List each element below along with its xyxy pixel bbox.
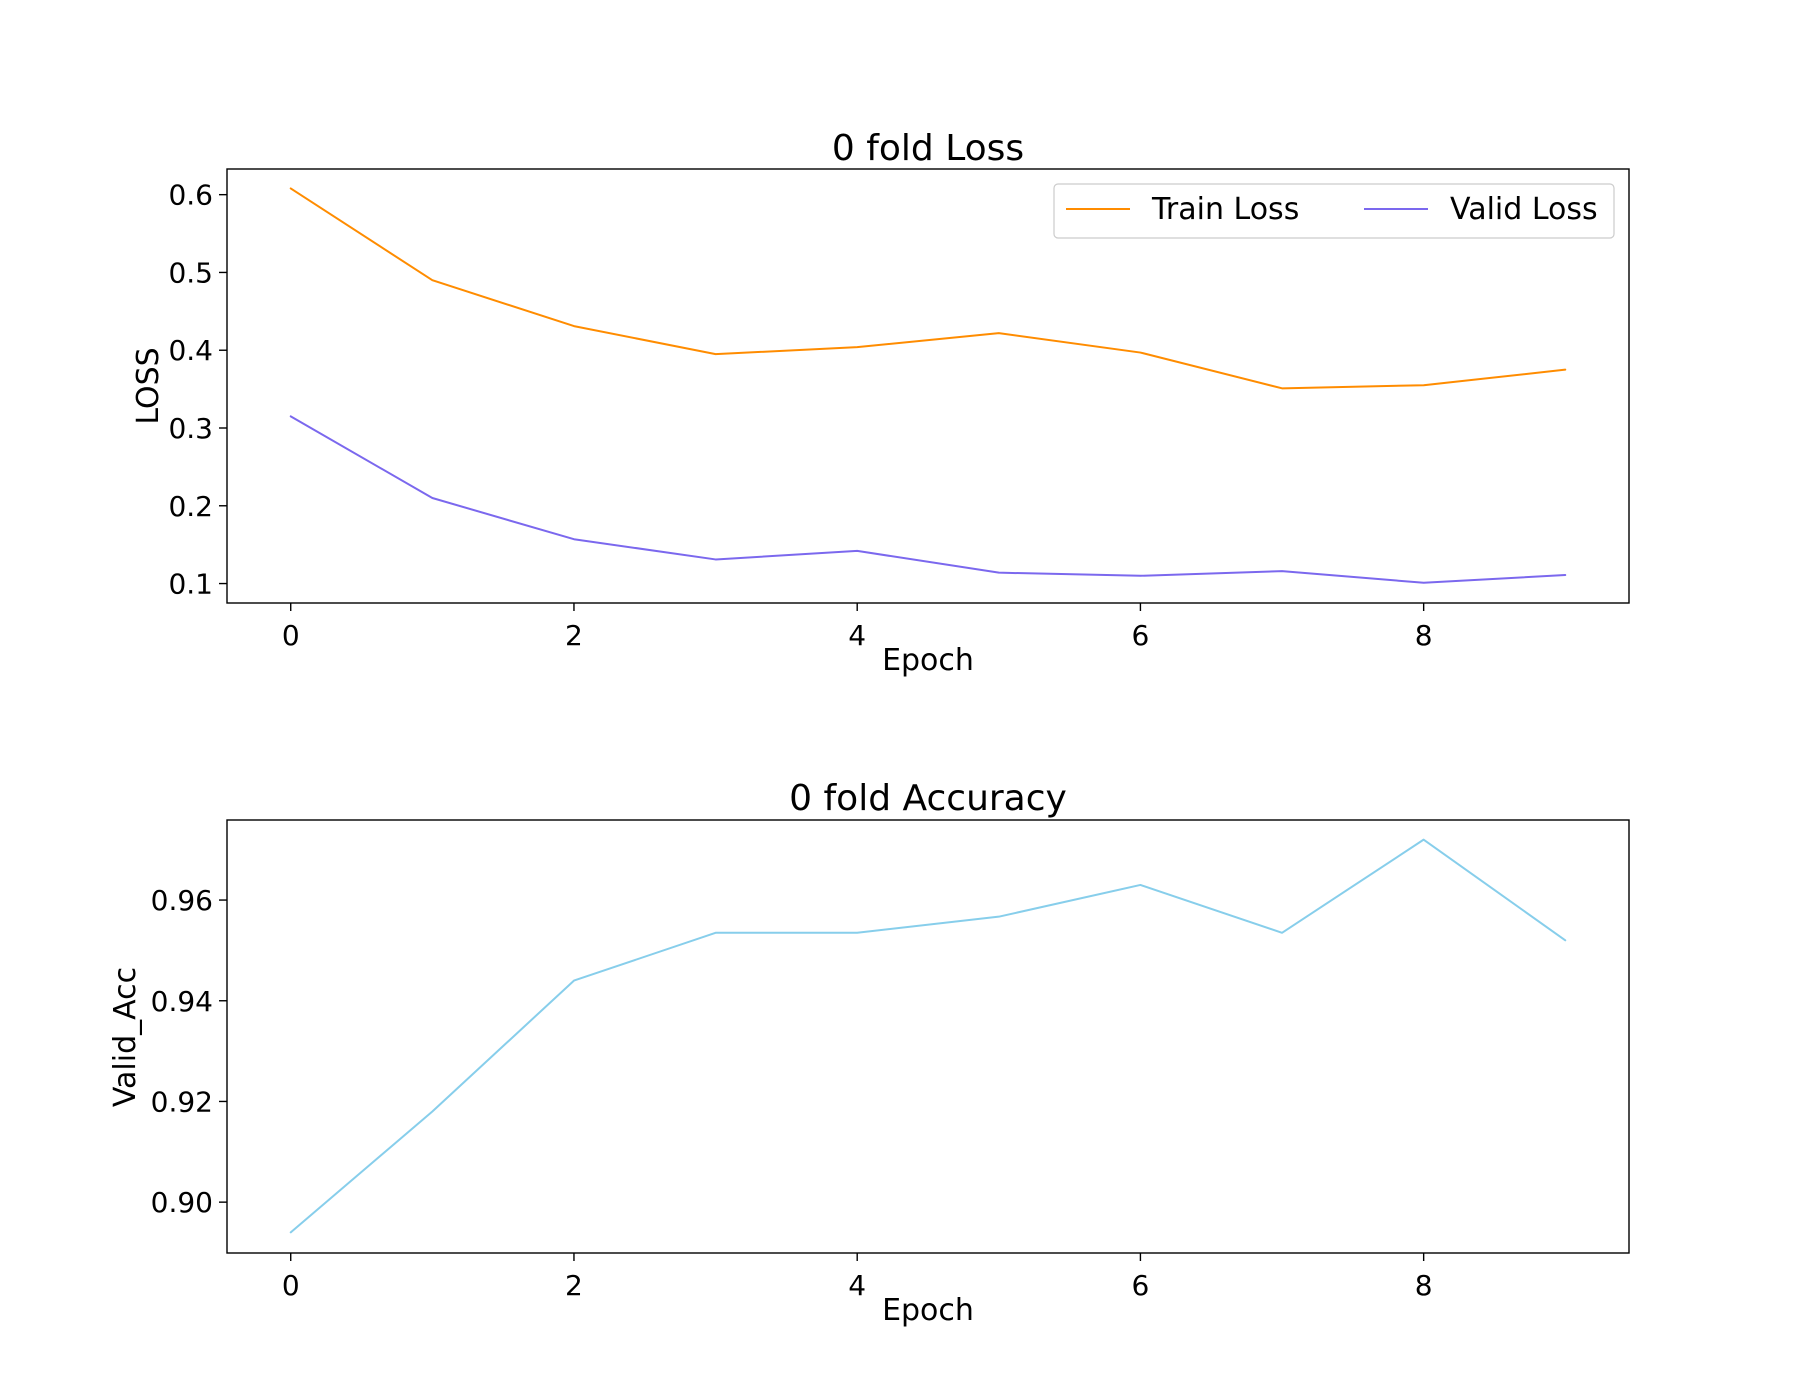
loss-chart-title: 0 fold Loss bbox=[832, 128, 1024, 169]
loss-y-ticks: 0.1 0.2 0.3 0.4 0.5 0.6 bbox=[168, 179, 227, 601]
loss-x-axis-label: Epoch bbox=[882, 643, 974, 678]
loss-y-axis-label: LOSS bbox=[131, 347, 166, 424]
loss-y-tick-label: 0.2 bbox=[168, 490, 213, 523]
loss-y-tick-label: 0.6 bbox=[168, 179, 213, 212]
legend-label-train-loss: Train Loss bbox=[1151, 192, 1299, 227]
loss-y-tick-label: 0.4 bbox=[168, 334, 213, 367]
loss-x-tick-label: 0 bbox=[282, 619, 300, 652]
loss-y-tick-label: 0.3 bbox=[168, 412, 213, 445]
loss-series-group bbox=[289, 187, 1567, 584]
accuracy-subplot: 0 fold Accuracy 0 2 4 6 8 0.90 0.92 0.94 0.96 E… bbox=[108, 778, 1630, 1328]
loss-x-tick-label: 2 bbox=[565, 619, 583, 652]
valid-acc-line bbox=[289, 838, 1567, 1234]
accuracy-x-tick-label: 8 bbox=[1415, 1269, 1433, 1302]
loss-x-tick-label: 8 bbox=[1415, 619, 1433, 652]
loss-y-tick-label: 0.1 bbox=[168, 568, 213, 601]
loss-x-ticks: 0 2 4 6 8 bbox=[282, 603, 1433, 652]
accuracy-x-tick-label: 2 bbox=[565, 1269, 583, 1302]
accuracy-series-group bbox=[289, 838, 1567, 1234]
accuracy-x-tick-label: 4 bbox=[848, 1269, 866, 1302]
accuracy-y-tick-label: 0.90 bbox=[151, 1186, 213, 1219]
accuracy-y-tick-label: 0.92 bbox=[151, 1085, 213, 1118]
accuracy-x-axis-label: Epoch bbox=[882, 1293, 974, 1328]
legend-label-valid-loss: Valid Loss bbox=[1450, 192, 1598, 227]
loss-subplot: 0 fold Loss 0 2 4 6 8 0.1 0.2 0.3 0.4 0.5 0.6 Epo… bbox=[131, 128, 1630, 678]
loss-legend: Train Loss Valid Loss bbox=[1053, 183, 1615, 239]
accuracy-x-ticks: 0 2 4 6 8 bbox=[282, 1253, 1433, 1302]
accuracy-x-tick-label: 0 bbox=[282, 1269, 300, 1302]
accuracy-chart-title: 0 fold Accuracy bbox=[789, 778, 1067, 819]
accuracy-plot-frame bbox=[226, 819, 1630, 1254]
train-loss-line bbox=[289, 187, 1567, 390]
accuracy-x-tick-label: 6 bbox=[1132, 1269, 1150, 1302]
valid-loss-line bbox=[289, 415, 1567, 584]
accuracy-y-tick-label: 0.96 bbox=[151, 884, 213, 917]
loss-x-tick-label: 4 bbox=[848, 619, 866, 652]
accuracy-y-axis-label: Valid_Acc bbox=[108, 967, 143, 1107]
legend-frame bbox=[1053, 183, 1615, 239]
loss-plot-frame bbox=[226, 168, 1630, 604]
accuracy-y-ticks: 0.90 0.92 0.94 0.96 bbox=[151, 884, 227, 1219]
loss-y-tick-label: 0.5 bbox=[168, 256, 213, 289]
accuracy-y-tick-label: 0.94 bbox=[151, 985, 213, 1018]
loss-x-tick-label: 6 bbox=[1132, 619, 1150, 652]
